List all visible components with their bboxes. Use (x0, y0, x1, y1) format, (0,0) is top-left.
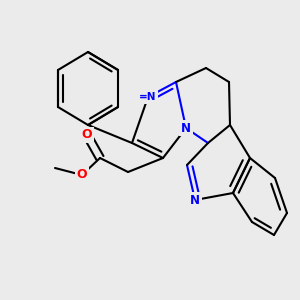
Text: N: N (190, 194, 200, 206)
Text: O: O (77, 169, 87, 182)
Text: N: N (181, 122, 191, 134)
Text: =N: =N (139, 92, 157, 102)
Text: O: O (82, 128, 92, 142)
